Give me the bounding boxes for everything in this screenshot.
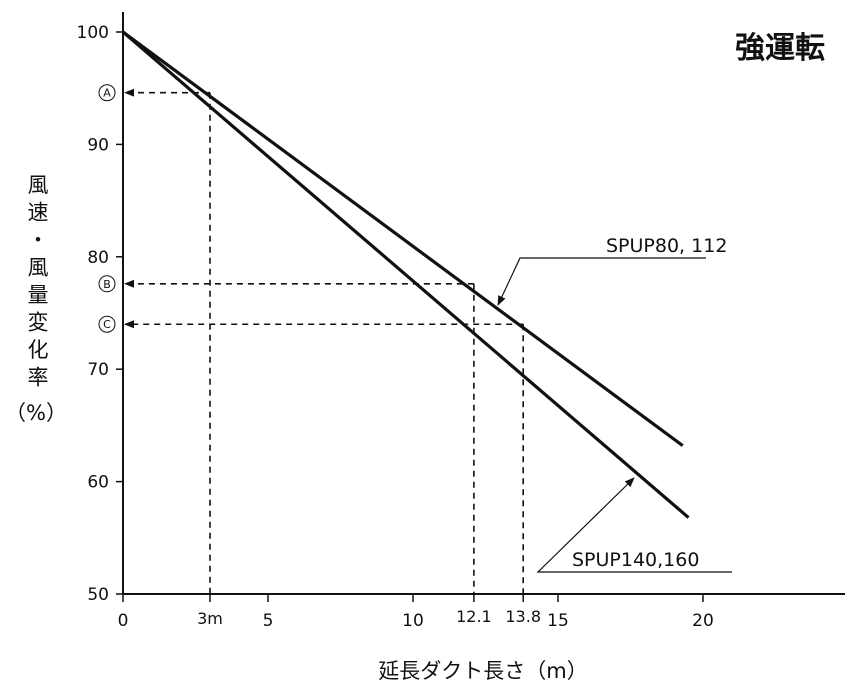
x-tick-label-0: 0	[118, 611, 129, 631]
ref-marker-B: B	[103, 278, 111, 291]
y-axis-title-char: 風	[28, 173, 49, 197]
series-label-2: SPUP140,160	[572, 549, 699, 571]
ref-marker-circle-B	[98, 275, 116, 293]
y-axis-title-char: 量	[28, 283, 49, 307]
series-line-2	[121, 30, 690, 519]
series-line-1	[122, 30, 684, 447]
y-axis-title-char: 化	[28, 338, 49, 362]
series-label-1: SPUP80, 112	[606, 235, 727, 257]
y-tick-label-90: 90	[87, 135, 109, 155]
y-axis-title-char: 速	[28, 201, 49, 225]
x-tick-label-20: 20	[692, 611, 714, 631]
x-tick-label-15: 15	[547, 611, 569, 631]
y-tick-label-80: 80	[87, 248, 109, 268]
x-axis-title: 延長ダクト長さ（m）	[378, 659, 587, 683]
ref-marker-circle-C	[98, 315, 116, 333]
y-tick-label-100: 100	[77, 23, 109, 43]
ref-marker-C: C	[103, 318, 111, 331]
y-axis-title-char: 変	[28, 311, 49, 335]
series-leader-2	[536, 477, 732, 573]
ref-marker-circle-A	[98, 84, 116, 102]
ref-x-label-A: 3m	[197, 609, 223, 628]
y-axis-title-char: ・	[28, 228, 49, 252]
ref-x-label-B: 12.1	[456, 607, 492, 626]
y-axis-title-char: 率	[28, 366, 49, 390]
ref-x-label-C: 13.8	[505, 607, 541, 626]
y-axis-title-char: （%）	[5, 401, 67, 425]
x-tick-label-10: 10	[402, 611, 424, 631]
chart-title: 強運転	[735, 31, 825, 66]
y-axis-title-char: 風	[28, 256, 49, 280]
y-tick-label-70: 70	[87, 360, 109, 380]
y-tick-label-50: 50	[87, 585, 109, 605]
y-tick-label-60: 60	[87, 473, 109, 493]
x-tick-label-5: 5	[263, 611, 274, 631]
ref-marker-A: A	[103, 87, 111, 100]
series-leader-1	[497, 257, 706, 306]
